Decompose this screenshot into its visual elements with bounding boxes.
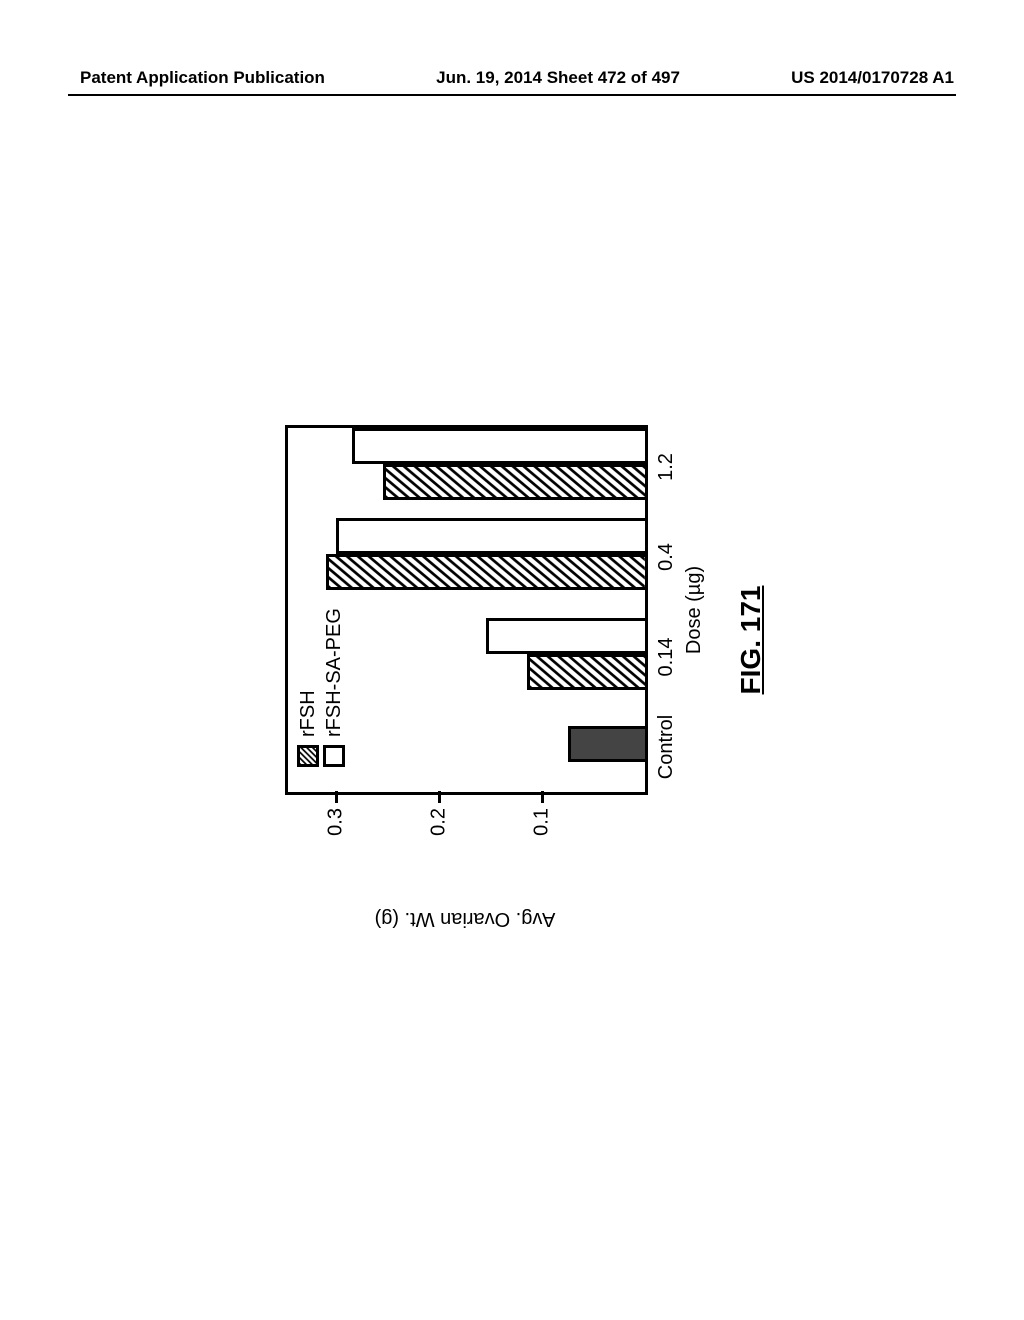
legend-label-rfsh: rFSH xyxy=(297,690,320,737)
y-axis-title: Avg. Ovarian Wt. (g) xyxy=(375,907,556,930)
x-tick-label: 1.2 xyxy=(655,453,678,481)
x-tick-label: 0.4 xyxy=(655,543,678,571)
x-tick-label: Control xyxy=(655,715,678,779)
chart-bar xyxy=(527,654,645,690)
chart-bar xyxy=(326,554,645,590)
legend-swatch-plain xyxy=(323,745,345,767)
chart-bar xyxy=(352,428,645,464)
header-rule xyxy=(68,94,956,96)
x-tick-label: 0.14 xyxy=(655,638,678,677)
chart-legend: rFSH rFSH-SA-PEG xyxy=(295,608,347,767)
y-tick-label: 0.3 xyxy=(325,808,348,850)
legend-label-rfsh-sa-peg: rFSH-SA-PEG xyxy=(323,608,346,737)
chart-bar xyxy=(383,464,645,500)
chart-bar xyxy=(568,726,645,762)
chart-bar xyxy=(486,618,645,654)
y-tick-label: 0.2 xyxy=(428,808,451,850)
y-tick xyxy=(335,791,338,803)
y-axis-line xyxy=(285,792,645,795)
x-axis-line xyxy=(645,425,648,795)
x-axis-title: Dose (µg) xyxy=(683,566,706,654)
header-center: Jun. 19, 2014 Sheet 472 of 497 xyxy=(436,68,680,88)
header-left: Patent Application Publication xyxy=(80,68,325,88)
legend-row-rfsh: rFSH xyxy=(295,608,321,767)
page-header: Patent Application Publication Jun. 19, … xyxy=(0,68,1024,88)
legend-swatch-hatched xyxy=(297,745,319,767)
legend-row-rfsh-sa-peg: rFSH-SA-PEG xyxy=(321,608,347,767)
figure-rotated-container: Avg. Ovarian Wt. (g) 0.10.20.3 Control0.… xyxy=(235,385,755,895)
figure-label: FIG. 171 xyxy=(735,586,767,695)
y-tick xyxy=(438,791,441,803)
header-right: US 2014/0170728 A1 xyxy=(791,68,954,88)
chart-bar xyxy=(336,518,645,554)
y-tick xyxy=(541,791,544,803)
y-tick-label: 0.1 xyxy=(531,808,554,850)
